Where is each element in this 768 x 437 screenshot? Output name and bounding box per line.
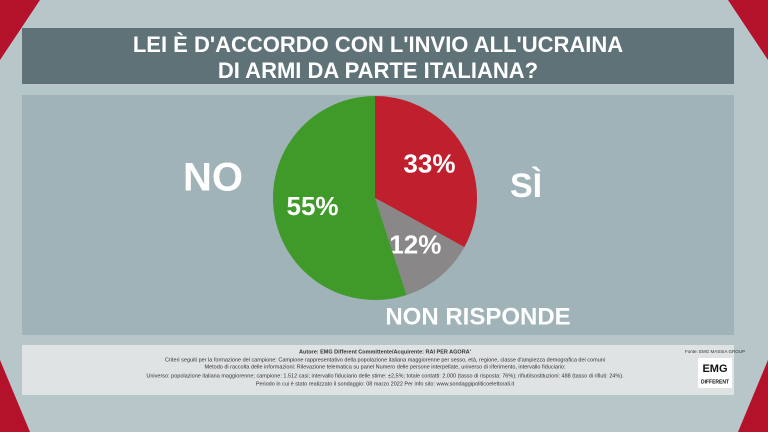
footnote-line: Metodo di raccolta delle informazioni: R…: [204, 364, 566, 370]
footnote-line: Autore: EMG Different Committente/Acquir…: [299, 349, 472, 355]
corner-right-bottom: [738, 360, 768, 432]
corner-right-top: [728, 0, 768, 60]
value-label: 55%: [287, 191, 339, 221]
value-label: 12%: [389, 230, 441, 260]
corner-left-bottom: [0, 360, 30, 432]
footnote-panel: [22, 345, 734, 395]
pie-slice: [375, 198, 465, 296]
title-line: DI ARMI DA PARTE ITALIANA?: [218, 58, 538, 83]
pie-chart: 33% SÌ 12% NON RISPONDE 55% NO: [183, 96, 571, 330]
pie-slice: [272, 96, 407, 300]
logo-tagline: DIFFERENT: [701, 379, 729, 385]
category-label: SÌ: [510, 167, 542, 205]
corner-left-top: [0, 0, 40, 60]
footnote-line: Criteri seguiti per la formazione del ca…: [165, 357, 605, 363]
value-label: 33%: [403, 149, 455, 179]
logo-source: Fonte: EMG MASSIA GROUP: [685, 349, 745, 354]
footnote-line: Universo: popolazione italiana maggioren…: [146, 373, 624, 379]
logo-box: [698, 358, 732, 388]
title-band: [22, 28, 734, 84]
category-label: NO: [183, 156, 243, 200]
title-line: LEI È D'ACCORDO CON L'INVIO ALL'UCRAINA: [133, 32, 623, 57]
logo-name: EMG: [702, 363, 727, 375]
footnote-line: Periodo in cui è stato realizzato il son…: [256, 381, 515, 387]
category-label: NON RISPONDE: [385, 303, 570, 330]
pie-slice: [375, 96, 478, 248]
